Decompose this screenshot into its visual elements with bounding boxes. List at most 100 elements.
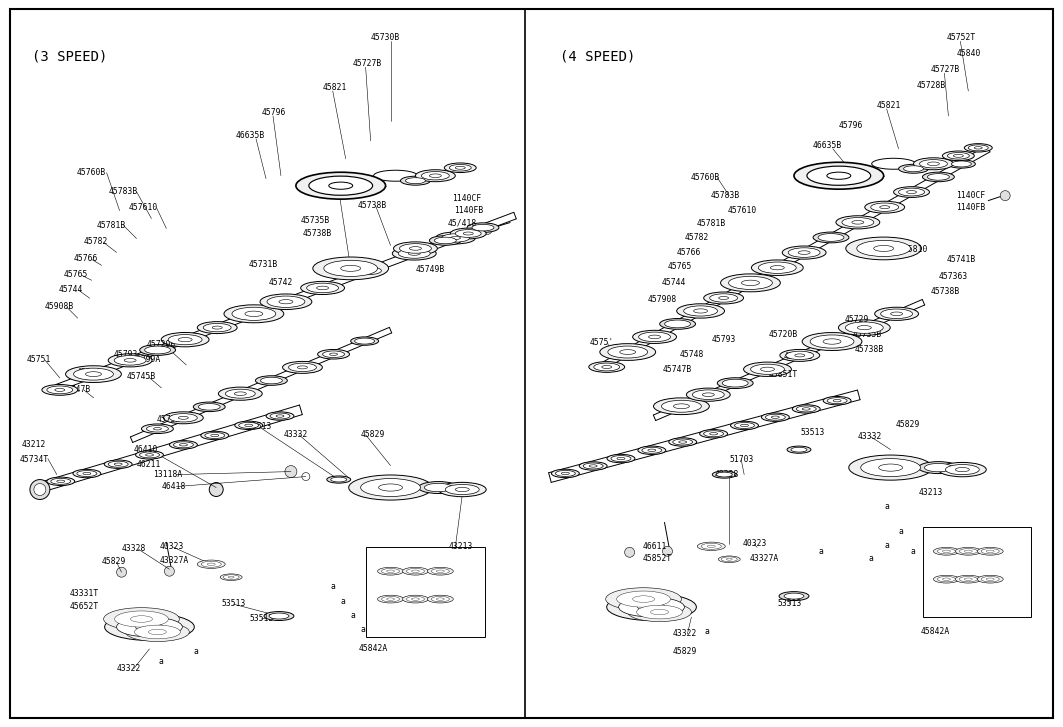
Text: 45793: 45793 bbox=[114, 350, 138, 359]
Ellipse shape bbox=[807, 166, 871, 185]
Ellipse shape bbox=[47, 386, 72, 394]
Ellipse shape bbox=[874, 246, 894, 252]
Ellipse shape bbox=[341, 265, 360, 271]
Ellipse shape bbox=[617, 457, 625, 459]
Ellipse shape bbox=[947, 160, 976, 168]
Ellipse shape bbox=[552, 469, 579, 478]
Ellipse shape bbox=[986, 550, 994, 553]
Ellipse shape bbox=[898, 188, 925, 196]
Ellipse shape bbox=[894, 187, 929, 198]
Ellipse shape bbox=[147, 425, 168, 432]
Text: a: a bbox=[884, 542, 890, 550]
Text: a: a bbox=[331, 582, 336, 591]
Text: 457908: 457908 bbox=[647, 295, 677, 305]
Ellipse shape bbox=[928, 162, 940, 166]
Ellipse shape bbox=[561, 473, 570, 475]
Ellipse shape bbox=[726, 558, 732, 560]
Ellipse shape bbox=[444, 163, 476, 172]
Ellipse shape bbox=[579, 462, 607, 470]
Text: 45842A: 45842A bbox=[358, 644, 388, 653]
Text: 45731B: 45731B bbox=[249, 260, 279, 270]
Text: 45744: 45744 bbox=[661, 278, 686, 287]
Ellipse shape bbox=[73, 470, 101, 478]
Ellipse shape bbox=[403, 595, 428, 603]
Text: 13118A: 13118A bbox=[153, 470, 183, 478]
Ellipse shape bbox=[865, 201, 905, 213]
Ellipse shape bbox=[162, 332, 209, 347]
Ellipse shape bbox=[823, 339, 841, 344]
Ellipse shape bbox=[179, 417, 188, 419]
Ellipse shape bbox=[229, 577, 234, 578]
Text: 45851T: 45851T bbox=[770, 370, 798, 379]
Ellipse shape bbox=[619, 597, 685, 617]
Ellipse shape bbox=[607, 594, 696, 621]
Ellipse shape bbox=[703, 393, 714, 396]
Ellipse shape bbox=[168, 334, 202, 345]
Text: 43332: 43332 bbox=[284, 430, 308, 439]
Ellipse shape bbox=[684, 306, 718, 316]
Ellipse shape bbox=[956, 575, 981, 583]
Text: 45741B: 45741B bbox=[946, 255, 976, 265]
Text: 1140FB: 1140FB bbox=[957, 203, 985, 212]
Ellipse shape bbox=[964, 578, 973, 580]
Text: 45738B: 45738B bbox=[855, 345, 884, 354]
Ellipse shape bbox=[846, 237, 922, 260]
Ellipse shape bbox=[232, 308, 275, 321]
Ellipse shape bbox=[451, 228, 486, 239]
Ellipse shape bbox=[41, 385, 78, 395]
Ellipse shape bbox=[833, 399, 841, 402]
Ellipse shape bbox=[239, 422, 258, 428]
Ellipse shape bbox=[845, 322, 883, 334]
Ellipse shape bbox=[387, 598, 394, 601]
Text: 43328: 43328 bbox=[714, 470, 739, 478]
Ellipse shape bbox=[117, 617, 183, 637]
Ellipse shape bbox=[279, 300, 293, 304]
Ellipse shape bbox=[141, 424, 173, 433]
Text: 45720B: 45720B bbox=[770, 330, 798, 339]
Ellipse shape bbox=[306, 284, 338, 293]
Ellipse shape bbox=[47, 477, 74, 486]
Ellipse shape bbox=[199, 403, 220, 410]
Text: 45829: 45829 bbox=[102, 558, 126, 566]
Ellipse shape bbox=[455, 487, 469, 491]
Ellipse shape bbox=[836, 216, 880, 229]
Text: 4575': 4575' bbox=[590, 338, 614, 347]
Ellipse shape bbox=[403, 567, 428, 575]
Ellipse shape bbox=[301, 281, 344, 294]
Circle shape bbox=[165, 566, 174, 577]
Ellipse shape bbox=[179, 337, 192, 342]
Ellipse shape bbox=[951, 161, 972, 167]
Ellipse shape bbox=[692, 390, 724, 399]
Ellipse shape bbox=[728, 276, 773, 289]
Ellipse shape bbox=[115, 611, 168, 627]
Ellipse shape bbox=[164, 411, 203, 424]
Ellipse shape bbox=[898, 164, 928, 173]
Ellipse shape bbox=[351, 265, 386, 276]
Ellipse shape bbox=[264, 611, 293, 621]
Ellipse shape bbox=[819, 233, 844, 241]
Ellipse shape bbox=[467, 223, 499, 233]
Ellipse shape bbox=[139, 452, 159, 458]
Text: 45745B: 45745B bbox=[126, 372, 156, 381]
Ellipse shape bbox=[848, 455, 932, 480]
Text: a: a bbox=[898, 527, 904, 537]
Text: 45720B: 45720B bbox=[147, 340, 175, 349]
Text: 43332: 43332 bbox=[858, 432, 882, 441]
Ellipse shape bbox=[735, 422, 755, 428]
Ellipse shape bbox=[318, 350, 350, 359]
Text: 45766: 45766 bbox=[73, 254, 98, 263]
Ellipse shape bbox=[377, 567, 404, 575]
Ellipse shape bbox=[427, 595, 453, 603]
Text: 457610: 457610 bbox=[727, 206, 757, 214]
Ellipse shape bbox=[642, 447, 662, 453]
Text: 45734T: 45734T bbox=[20, 454, 49, 464]
Ellipse shape bbox=[270, 413, 290, 419]
Ellipse shape bbox=[956, 467, 969, 472]
Ellipse shape bbox=[722, 379, 748, 387]
Ellipse shape bbox=[210, 434, 219, 437]
Ellipse shape bbox=[136, 451, 164, 459]
Text: 45796: 45796 bbox=[839, 121, 863, 130]
Text: 45783B: 45783B bbox=[108, 187, 138, 196]
Ellipse shape bbox=[945, 465, 979, 475]
Ellipse shape bbox=[173, 442, 193, 448]
